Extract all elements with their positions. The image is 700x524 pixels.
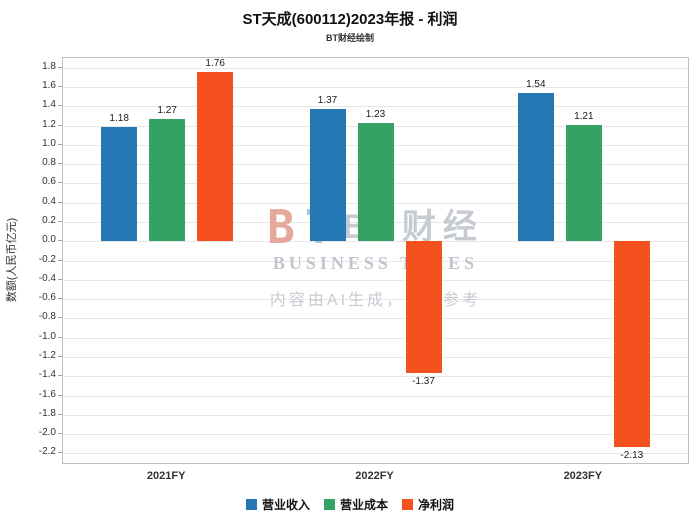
x-axis-label: 2021FY: [146, 470, 186, 482]
y-tick-mark: [58, 355, 62, 357]
gridline: [63, 241, 688, 243]
bar-value-label: -1.37: [412, 376, 435, 388]
y-tick-mark: [58, 413, 62, 415]
bar-value-label: 1.27: [157, 104, 177, 116]
x-axis-label: 2022FY: [355, 470, 394, 482]
gridline: [63, 279, 688, 281]
legend: 营业收入 营业成本 净利润: [0, 496, 700, 513]
y-tick-mark: [58, 336, 62, 338]
bar-value-label: 1.76: [205, 57, 225, 69]
y-tick-label: -0.8: [38, 311, 56, 323]
y-tick-mark: [58, 163, 62, 165]
y-tick-mark: [58, 66, 62, 68]
y-tick-mark: [58, 105, 62, 107]
y-tick-mark: [58, 317, 62, 319]
y-tick-mark: [58, 394, 62, 396]
bar-series3-group1: [197, 71, 234, 242]
y-tick-mark: [58, 182, 62, 184]
legend-item: 营业成本: [323, 496, 388, 513]
y-tick-label: -1.6: [38, 388, 56, 400]
y-tick-mark: [58, 240, 62, 242]
bar-series2-group3: [565, 124, 602, 242]
gridline: [63, 106, 688, 108]
y-tick-label: -1.0: [38, 330, 56, 342]
y-tick-label: -1.4: [38, 369, 56, 381]
y-tick-label: 1.8: [42, 60, 56, 72]
legend-item: 营业收入: [245, 496, 310, 513]
bar-series2-group1: [149, 118, 186, 242]
gridline: [63, 356, 688, 358]
chart-title: ST天成(600112)2023年报 - 利润: [242, 11, 458, 28]
gridline: [63, 318, 688, 320]
bar-value-label: -2.13: [620, 449, 644, 461]
plot-area: B T BT财经 BUSINESS TIMES 内容由AI生成，仅供参考 1.1…: [62, 57, 689, 464]
watermark-disclaimer: 内容由AI生成，仅供参考: [269, 292, 482, 309]
gridline: [63, 337, 688, 339]
bar-value-label: 1.23: [365, 108, 386, 120]
gridline: [63, 376, 688, 378]
gridline: [63, 453, 688, 455]
bar-value-label: 1.54: [526, 78, 546, 90]
y-tick-label: 1.4: [42, 99, 56, 111]
legend-label: 营业成本: [339, 498, 388, 512]
y-tick-mark: [58, 298, 62, 300]
y-tick-label: 1.0: [42, 137, 56, 149]
y-tick-label: -0.2: [38, 253, 56, 265]
gridline: [63, 434, 688, 436]
y-tick-mark: [58, 259, 62, 261]
bar-value-label: 1.21: [574, 110, 594, 122]
y-tick-label: 1.6: [42, 79, 56, 91]
y-tick-mark: [58, 375, 62, 377]
bar-series3-group2: [405, 241, 442, 374]
bar-series1-group3: [517, 92, 554, 242]
legend-label: 营业收入: [261, 498, 310, 512]
y-tick-label: 0.6: [42, 176, 56, 188]
y-tick-mark: [58, 433, 62, 435]
y-tick-label: -2.0: [38, 427, 56, 439]
y-tick-label: -1.8: [38, 407, 56, 419]
gridline: [63, 86, 688, 88]
legend-swatch: [323, 499, 335, 510]
y-tick-mark: [58, 143, 62, 145]
y-tick-label: -0.6: [38, 292, 56, 304]
bar-value-label: 1.18: [109, 113, 129, 125]
gridline: [63, 395, 688, 397]
y-tick-label: 0.8: [42, 157, 56, 169]
legend-label: 净利润: [418, 498, 455, 512]
y-tick-label: 0.4: [42, 195, 56, 207]
y-tick-label: 1.2: [42, 118, 56, 130]
y-tick-label: 0.2: [42, 214, 56, 226]
bar-series3-group3: [613, 241, 650, 447]
bar-value-label: 1.37: [317, 95, 338, 107]
legend-item: 净利润: [402, 496, 454, 513]
y-tick-label: 0.0: [42, 234, 56, 246]
bar-series1-group2: [309, 109, 346, 242]
y-tick-mark: [58, 124, 62, 126]
watermark-brand-subtext: BUSINESS TIMES: [272, 253, 479, 273]
y-tick-mark: [58, 452, 62, 454]
x-axis-label: 2023FY: [563, 470, 603, 482]
gridline: [63, 260, 688, 262]
y-tick-label: -1.2: [38, 349, 56, 361]
legend-swatch: [402, 499, 413, 510]
y-tick-mark: [58, 220, 62, 222]
bt-logo-b-icon: B: [267, 200, 295, 254]
bar-series2-group2: [357, 122, 394, 242]
y-tick-mark: [58, 85, 62, 87]
gridline: [63, 299, 688, 301]
chart-subtitle: BT财经绘制: [326, 33, 374, 43]
gridline: [63, 67, 688, 69]
legend-swatch: [245, 499, 257, 510]
y-tick-mark: [58, 278, 62, 280]
y-tick-mark: [58, 201, 62, 203]
y-tick-label: -0.4: [38, 272, 56, 284]
bar-series1-group1: [101, 127, 138, 242]
y-tick-label: -2.2: [38, 446, 56, 458]
gridline: [63, 414, 688, 416]
